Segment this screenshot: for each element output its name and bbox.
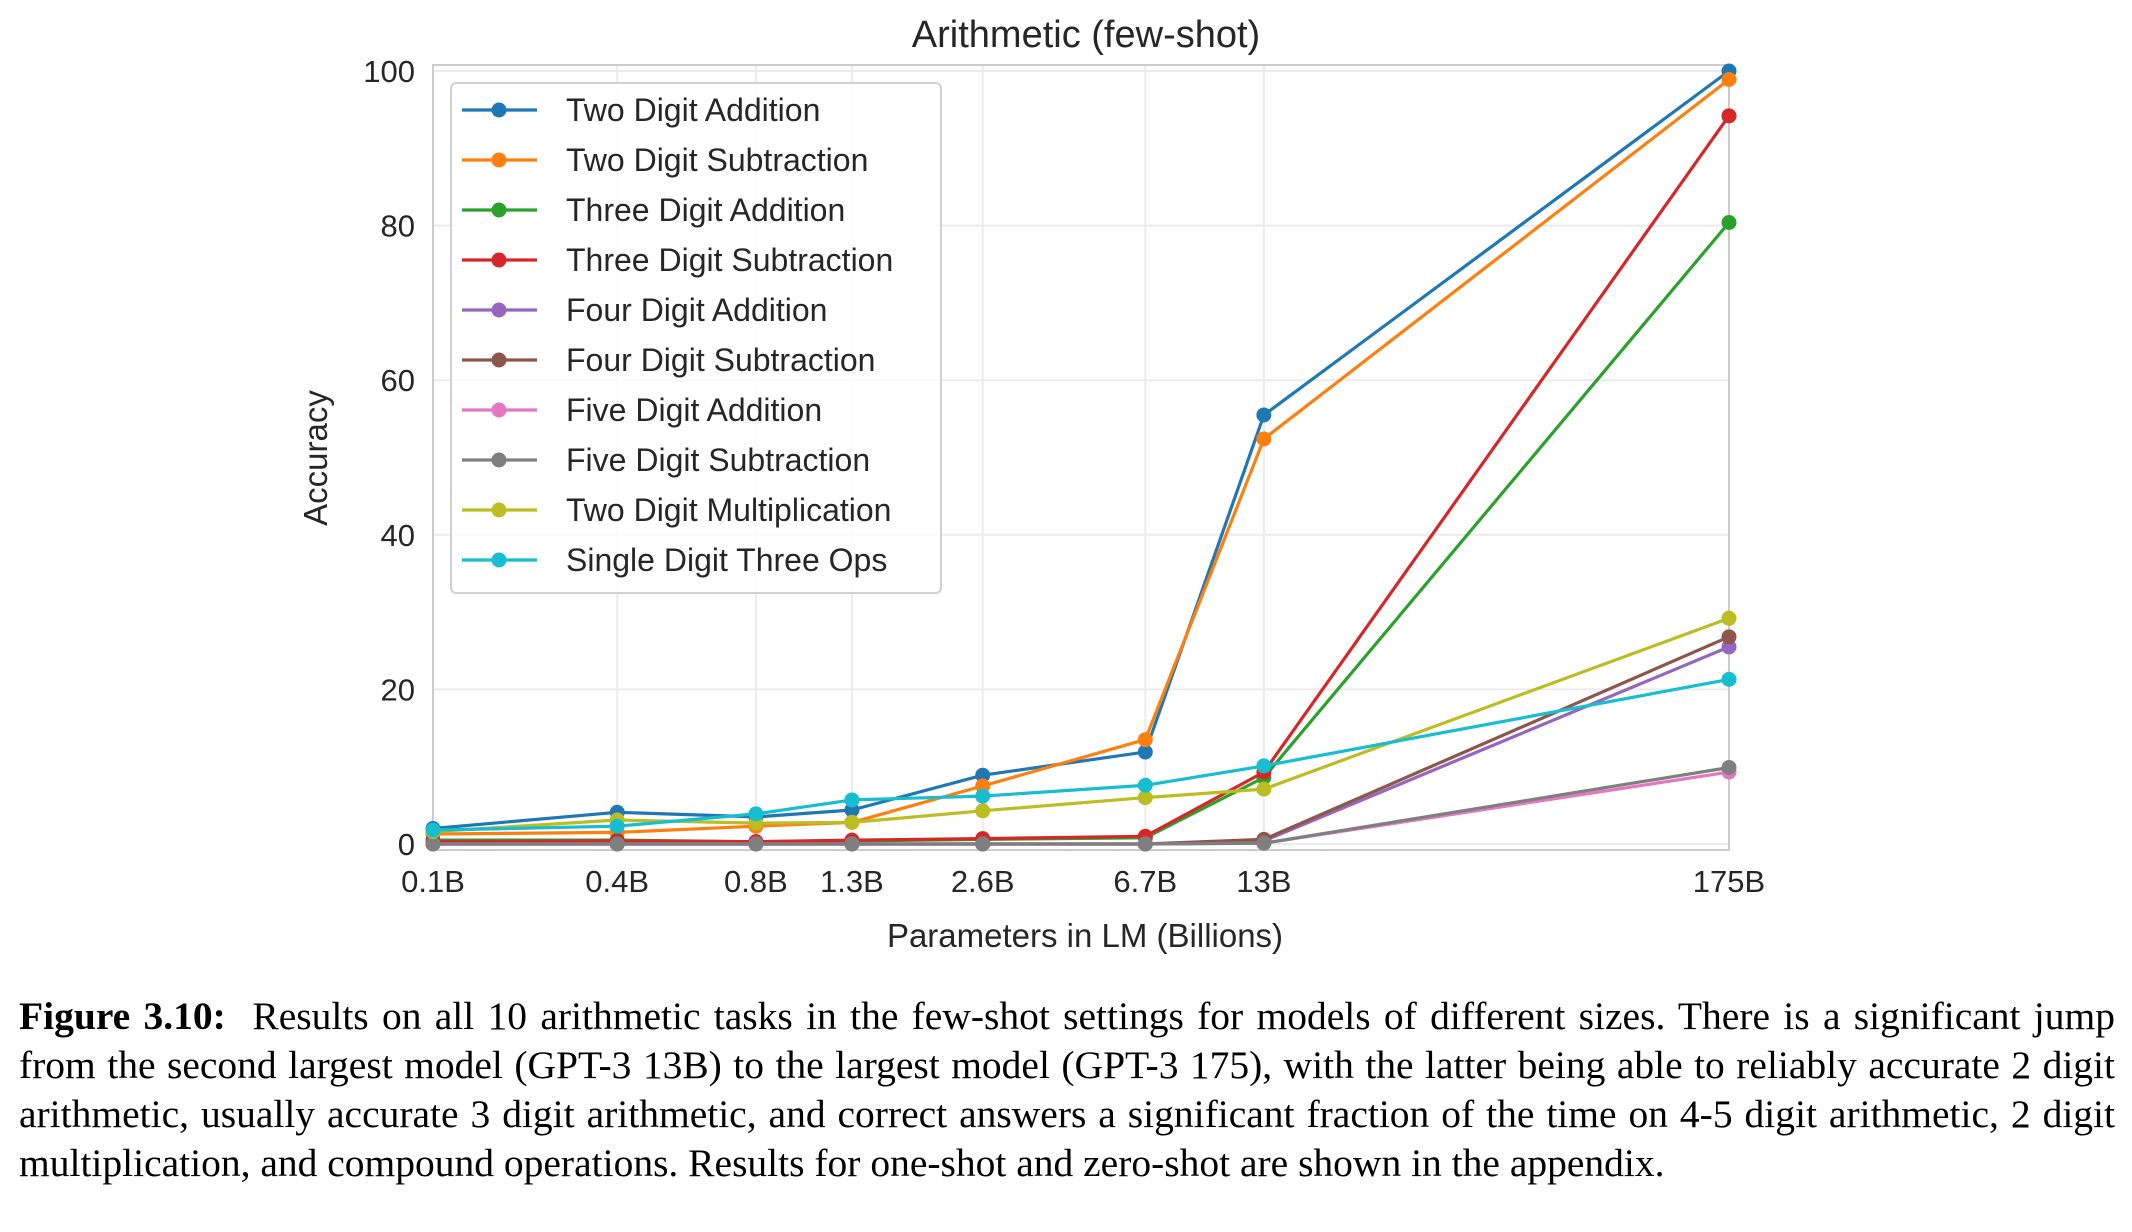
y-tick-label: 0: [398, 827, 415, 862]
y-tick-label: 80: [381, 209, 415, 244]
legend-dot-marker: [491, 302, 507, 318]
plot-frame: [432, 64, 1730, 851]
x-axis-label: Parameters in LM (Billions): [887, 917, 1283, 954]
legend-item: Four Digit Addition: [462, 292, 827, 328]
legend-dot-marker: [491, 102, 507, 118]
x-tick-label: 0.4B: [585, 864, 649, 899]
data-point: [1137, 777, 1153, 793]
series-lines: [425, 63, 1737, 852]
legend-dot-marker: [491, 202, 507, 218]
data-point: [975, 803, 991, 819]
data-point: [975, 767, 991, 783]
y-tick-label: 60: [381, 363, 415, 398]
legend-item: Four Digit Subtraction: [462, 342, 875, 378]
caption-label: Figure 3.10:: [19, 994, 226, 1038]
data-point: [975, 836, 991, 852]
legend-dot-marker: [491, 452, 507, 468]
series-line: [433, 765, 1730, 846]
legend-item: Three Digit Addition: [462, 192, 845, 228]
series-line: [432, 677, 1730, 832]
data-point: [1721, 629, 1737, 645]
legend-item: Two Digit Multiplication: [462, 492, 891, 528]
legend-label: Three Digit Addition: [566, 192, 845, 228]
series-line: [432, 114, 1731, 844]
legend-dot-marker: [491, 502, 507, 518]
legend-dot-marker: [491, 152, 507, 168]
legend-label: Two Digit Multiplication: [566, 492, 891, 528]
data-point: [1256, 781, 1272, 797]
data-point: [1137, 732, 1153, 748]
y-axis-label: Accuracy: [297, 390, 334, 526]
x-tick-label: 0.1B: [401, 864, 465, 899]
series-line: [432, 78, 1730, 836]
x-tick-label: 6.7B: [1113, 864, 1177, 899]
legend: Two Digit Addition Two Digit Subtraction T…: [450, 82, 942, 594]
legend-dot-marker: [491, 352, 507, 368]
x-tick-label: 1.3B: [820, 864, 884, 899]
data-point: [1721, 759, 1737, 775]
data-point: [1137, 790, 1153, 806]
chart-title: Arithmetic (few-shot): [912, 14, 1260, 56]
x-tick-labels: 0.1B 0.4B 0.8B 1.3B 2.6B 6.7B 13B 175B: [401, 864, 1765, 899]
data-point: [1721, 72, 1737, 88]
figure-caption: Figure 3.10: Results on all 10 arithmeti…: [19, 992, 2115, 1188]
x-tick-label: 13B: [1236, 864, 1291, 899]
data-point: [844, 814, 860, 830]
data-point: [748, 806, 764, 822]
legend-label: Five Digit Subtraction: [566, 442, 870, 478]
data-point: [1721, 610, 1737, 626]
legend-item: Single Digit Three Ops: [462, 542, 887, 578]
data-point: [1137, 744, 1153, 760]
legend-item: Two Digit Addition: [462, 92, 820, 128]
data-point: [1137, 836, 1153, 852]
y-tick-label: 20: [381, 672, 415, 707]
series-line: [432, 616, 1730, 834]
legend-label: Two Digit Subtraction: [566, 142, 868, 178]
data-point: [425, 836, 441, 852]
data-point: [844, 836, 860, 852]
y-tick-label: 100: [363, 54, 415, 89]
legend-item: Five Digit Addition: [462, 392, 822, 428]
x-tick-label: 0.8B: [724, 864, 788, 899]
caption-text: Results on all 10 arithmetic tasks in th…: [19, 994, 2116, 1185]
data-point: [844, 792, 860, 808]
data-point: [1256, 835, 1272, 851]
legend-items: Two Digit Addition Two Digit Subtraction T…: [462, 92, 893, 578]
data-point: [1721, 671, 1737, 687]
series-line: [432, 69, 1730, 831]
legend-item: Three Digit Subtraction: [462, 242, 893, 278]
legend-dot-marker: [491, 552, 507, 568]
y-tick-label: 40: [381, 518, 415, 553]
legend-item: Two Digit Subtraction: [462, 142, 868, 178]
data-point: [1256, 758, 1272, 774]
data-point: [748, 836, 764, 852]
legend-label: Four Digit Subtraction: [566, 342, 875, 378]
data-point: [425, 822, 441, 838]
data-point: [609, 836, 625, 852]
legend-label: Single Digit Three Ops: [566, 542, 887, 578]
legend-label: Five Digit Addition: [566, 392, 822, 428]
series-single-digit-three-ops: [425, 671, 1737, 838]
legend-label: Four Digit Addition: [566, 292, 827, 328]
x-tick-label: 2.6B: [951, 864, 1015, 899]
data-point: [1721, 215, 1737, 231]
legend-item: Five Digit Subtraction: [462, 442, 870, 478]
data-point: [1721, 108, 1737, 124]
legend-dot-marker: [491, 252, 507, 268]
legend-label: Three Digit Subtraction: [566, 242, 893, 278]
series-five-digit-subtraction: [425, 759, 1737, 852]
data-point: [1256, 407, 1272, 423]
data-point: [975, 788, 991, 804]
data-point: [1256, 431, 1272, 447]
legend-dot-marker: [491, 402, 507, 418]
legend-box: [450, 82, 942, 594]
data-point: [609, 818, 625, 834]
legend-label: Two Digit Addition: [566, 92, 820, 128]
y-tick-labels: 0 20 40 60 80 100: [363, 54, 415, 862]
x-tick-label: 175B: [1693, 864, 1765, 899]
